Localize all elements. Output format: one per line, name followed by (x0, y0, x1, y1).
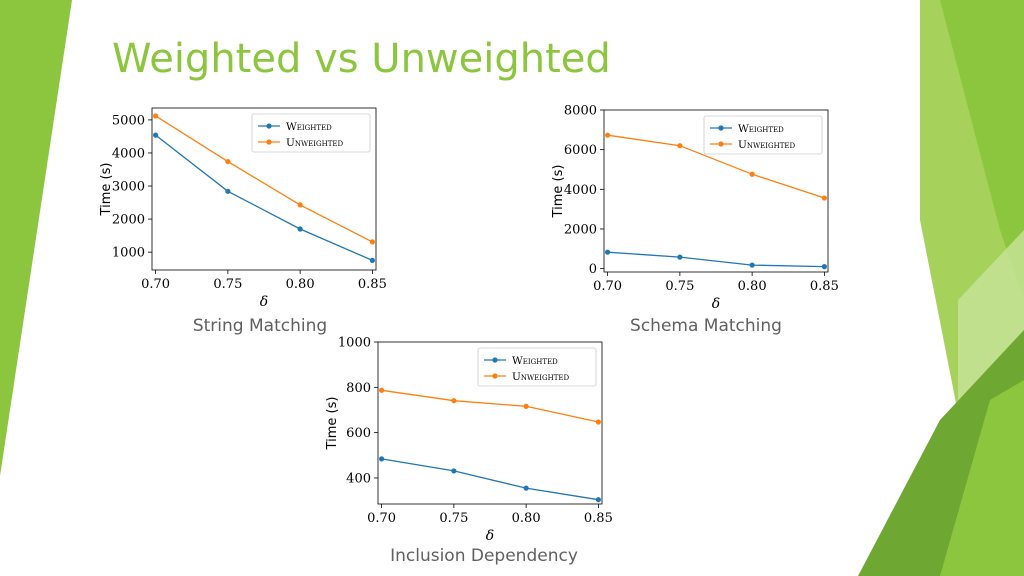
plot-frame (603, 109, 829, 273)
data-point-unweighted (677, 143, 683, 149)
legend-label: Unweighted (286, 137, 344, 149)
y-tick-label: 4000 (112, 146, 145, 161)
x-tick-label: 0.80 (738, 279, 767, 294)
schema-matching-chart: 0.70 0.75 0.80 0.85 0 2000 4000 6000 8000 δ Time (… (538, 102, 839, 313)
chart-svg: 0.70 0.75 0.80 0.85 0 2000 4000 6000 8000 δ Time (… (551, 104, 839, 313)
legend-box (703, 115, 823, 155)
data-point-unweighted (605, 132, 611, 138)
data-point-unweighted (749, 171, 755, 177)
x-tick-label: 0.80 (512, 511, 541, 526)
series-line-weighted (155, 134, 373, 261)
legend-swatch-marker (718, 141, 724, 147)
legend-box (251, 113, 371, 153)
y-axis-label: Time (s) (99, 163, 114, 217)
x-tick-label: 0.70 (141, 277, 170, 292)
slide-title: Weighted vs Unweighted (112, 36, 611, 82)
series-line-weighted (381, 458, 599, 501)
y-tick-label: 8000 (564, 104, 597, 119)
right-bottom-green-shape (940, 380, 1024, 576)
y-tick-label: 5000 (112, 113, 145, 128)
inclusion-dependency-chart: 0.70 0.75 0.80 0.85 400 600 800 1000 δ Time (s) We… (312, 334, 613, 545)
legend-swatch-marker (266, 139, 272, 145)
x-axis-label: δ (486, 528, 494, 544)
legend-label: Unweighted (738, 139, 796, 151)
y-tick-label: 1000 (338, 336, 371, 351)
data-point-weighted (379, 456, 385, 462)
x-axis-label: δ (712, 296, 720, 312)
data-point-unweighted (451, 398, 457, 404)
x-axis-label: δ (260, 294, 268, 310)
caption-schema-matching: Schema Matching (630, 316, 782, 336)
legend-label: Weighted (738, 123, 784, 135)
data-point-unweighted (523, 403, 529, 409)
data-point-weighted (749, 262, 755, 268)
data-point-unweighted (821, 195, 827, 201)
legend-swatch-marker (266, 123, 272, 129)
caption-string-matching: String Matching (192, 316, 328, 336)
legend-label: Unweighted (512, 371, 570, 383)
x-tick-label: 0.75 (665, 279, 694, 294)
data-point-weighted (677, 254, 683, 260)
x-tick-label: 0.70 (593, 279, 622, 294)
y-tick-label: 4000 (564, 183, 597, 198)
data-point-weighted (595, 497, 601, 503)
y-axis-label: Time (s) (551, 165, 566, 219)
data-point-weighted (605, 249, 611, 255)
y-tick-label: 2000 (112, 213, 145, 228)
y-tick-label: 0 (589, 262, 597, 277)
legend-swatch-marker (718, 125, 724, 131)
data-point-weighted (369, 257, 375, 264)
data-point-unweighted (369, 239, 375, 245)
legend-swatch-marker (492, 373, 498, 379)
series-line-unweighted (381, 389, 599, 423)
y-tick-label: 800 (346, 381, 371, 396)
y-tick-label: 6000 (564, 143, 597, 158)
y-tick-label: 600 (346, 426, 371, 441)
data-point-weighted (225, 188, 231, 194)
data-point-weighted (821, 264, 827, 270)
y-tick-label: 1000 (112, 246, 145, 261)
chart-svg: 0.70 0.75 0.80 0.85 1000 2000 3000 4000 5000 δ Tim… (99, 107, 387, 310)
data-point-unweighted (297, 202, 303, 208)
legend-label: Weighted (512, 355, 558, 367)
data-point-weighted (451, 468, 457, 474)
series-line-unweighted (607, 134, 825, 199)
right-top-green-shape (940, 0, 1024, 300)
series-line-unweighted (155, 115, 373, 243)
data-point-weighted (523, 485, 529, 491)
data-point-weighted (297, 226, 303, 232)
y-tick-label: 2000 (564, 222, 597, 237)
data-point-weighted (153, 132, 159, 138)
data-point-unweighted (225, 158, 231, 165)
caption-inclusion-dependency: Inclusion Dependency (390, 546, 578, 566)
y-axis-label: Time (s) (325, 397, 340, 451)
x-tick-label: 0.85 (810, 279, 839, 294)
string-matching-chart: 0.70 0.75 0.80 0.85 1000 2000 3000 4000 5000 δ Tim… (86, 100, 387, 310)
x-tick-label: 0.85 (584, 511, 613, 526)
data-point-unweighted (153, 113, 159, 119)
legend-swatch-marker (492, 357, 498, 363)
x-tick-label: 0.70 (367, 511, 396, 526)
chart-svg: 0.70 0.75 0.80 0.85 400 600 800 1000 δ Time (s) We… (325, 336, 613, 545)
x-tick-label: 0.75 (439, 511, 468, 526)
left-green-stripe (0, 0, 72, 476)
x-tick-label: 0.75 (213, 277, 242, 292)
plot-frame (151, 107, 377, 271)
series-line-weighted (607, 251, 825, 268)
legend-label: Weighted (286, 121, 332, 133)
data-point-unweighted (595, 419, 601, 425)
x-tick-label: 0.80 (286, 277, 315, 292)
legend-box (477, 347, 597, 387)
y-tick-label: 3000 (112, 180, 145, 195)
plot-frame (377, 341, 603, 505)
data-point-unweighted (379, 387, 385, 393)
y-tick-label: 400 (346, 471, 371, 486)
x-tick-label: 0.85 (358, 277, 387, 292)
